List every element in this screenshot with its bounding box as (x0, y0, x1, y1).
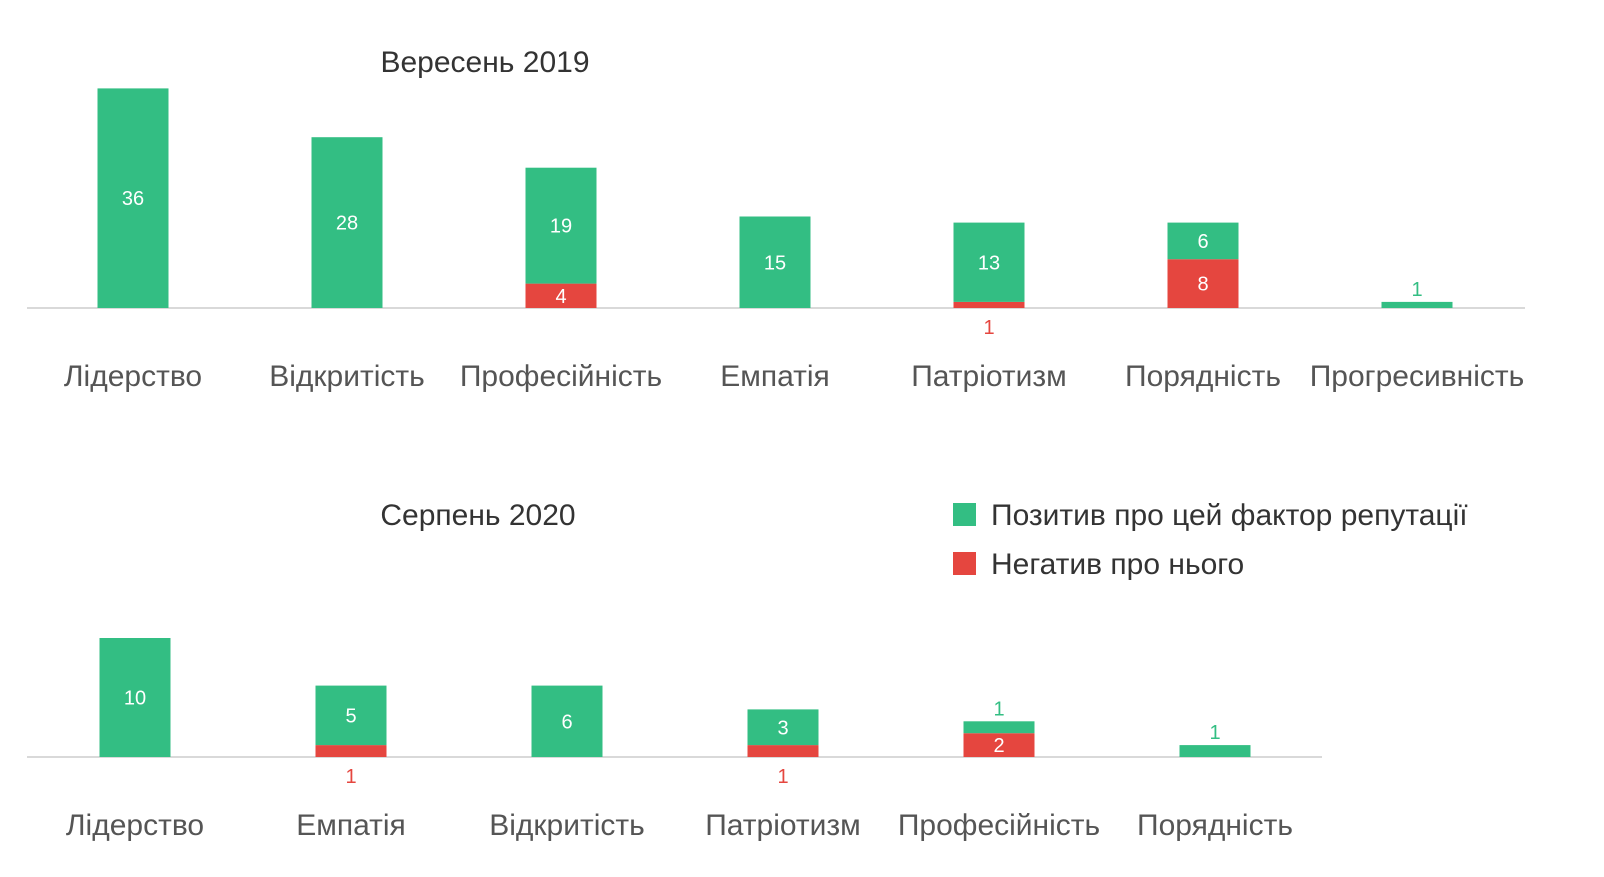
chart-1-label-positive-4: 15 (764, 252, 786, 274)
chart-2-label-positive-1: 10 (124, 688, 146, 710)
chart-1-bar-positive-5 (953, 222, 1025, 302)
chart-2-label-negative-2: 1 (345, 766, 356, 788)
legend-positive-label: Позитив про цей фактор репутації (991, 499, 1468, 532)
chart-1-category-label-6: Порядність (1125, 360, 1281, 393)
chart-2-label-negative-4: 1 (777, 766, 788, 788)
chart-2-label-positive-5: 1 (993, 698, 1004, 720)
chart-1-category-label-4: Емпатія (720, 360, 830, 393)
chart-1-category-label-7: Прогресивність (1310, 360, 1525, 393)
chart-1-bar-negative-6 (1167, 259, 1239, 308)
chart-2-category-label-6: Порядність (1137, 809, 1293, 842)
chart-2-bar-negative-4 (747, 745, 819, 757)
chart-2-bar-negative-5 (963, 733, 1035, 757)
legend: Позитив про цей фактор репутації Негатив… (953, 499, 1468, 581)
chart-2-bar-positive-5 (963, 721, 1035, 734)
chart-1-bar-positive-3 (525, 167, 597, 284)
chart-2-category-label-5: Професійність (898, 809, 1100, 842)
chart-1-label-positive-6: 6 (1197, 231, 1208, 253)
chart-2-label-positive-6: 1 (1209, 722, 1220, 744)
chart-2-label-positive-3: 6 (561, 711, 572, 733)
legend-negative-label: Негатив про нього (991, 548, 1244, 581)
chart-2-bar-negative-2 (315, 745, 387, 757)
chart-1-bar-positive-4 (739, 216, 811, 308)
chart-1-category-label-3: Професійність (460, 360, 662, 393)
chart-1-label-positive-2: 28 (336, 213, 358, 235)
chart-1-category-label-1: Лідерство (64, 360, 202, 393)
chart-2-category-label-2: Емпатія (296, 809, 406, 842)
chart-1-label-positive-5: 13 (978, 252, 1000, 274)
chart-1-bar-positive-7 (1381, 301, 1453, 308)
chart-2-bar-positive-4 (747, 709, 819, 746)
chart-2-category-label-4: Патріотизм (705, 809, 861, 842)
chart-1-label-negative-3: 4 (555, 286, 566, 308)
chart-1-bar-positive-1 (97, 88, 169, 309)
legend-positive-swatch (953, 503, 976, 526)
chart-1-bar-positive-6 (1167, 222, 1239, 260)
chart-2-label-negative-5: 2 (993, 735, 1004, 757)
chart-1-category-label-5: Патріотизм (911, 360, 1067, 393)
chart-1-label-negative-5: 1 (983, 317, 994, 339)
chart-1-label-positive-1: 36 (122, 188, 144, 210)
chart-1-bar-negative-3 (525, 283, 597, 308)
chart-2-bar-positive-3 (531, 685, 603, 757)
chart-1-bar-negative-5 (953, 301, 1025, 308)
legend-negative-swatch (953, 552, 976, 575)
chart-1-title: Вересень 2019 (380, 46, 589, 79)
chart-1-label-negative-6: 8 (1197, 274, 1208, 296)
chart-2-category-label-3: Відкритість (489, 809, 645, 842)
chart-2-bar-positive-2 (315, 685, 387, 746)
chart-1-label-positive-7: 1 (1411, 279, 1422, 301)
chart-2-bar-positive-1 (99, 638, 171, 757)
chart-2-label-positive-4: 3 (777, 717, 788, 739)
chart-1-category-label-2: Відкритість (269, 360, 425, 393)
chart-2-bar-positive-6 (1179, 745, 1251, 757)
chart-2-label-positive-2: 5 (345, 705, 356, 727)
chart-1-label-positive-3: 19 (550, 216, 572, 238)
chart-1-bar-positive-2 (311, 137, 383, 308)
chart-2-title: Серпень 2020 (380, 499, 575, 532)
chart-2-category-label-1: Лідерство (66, 809, 204, 842)
